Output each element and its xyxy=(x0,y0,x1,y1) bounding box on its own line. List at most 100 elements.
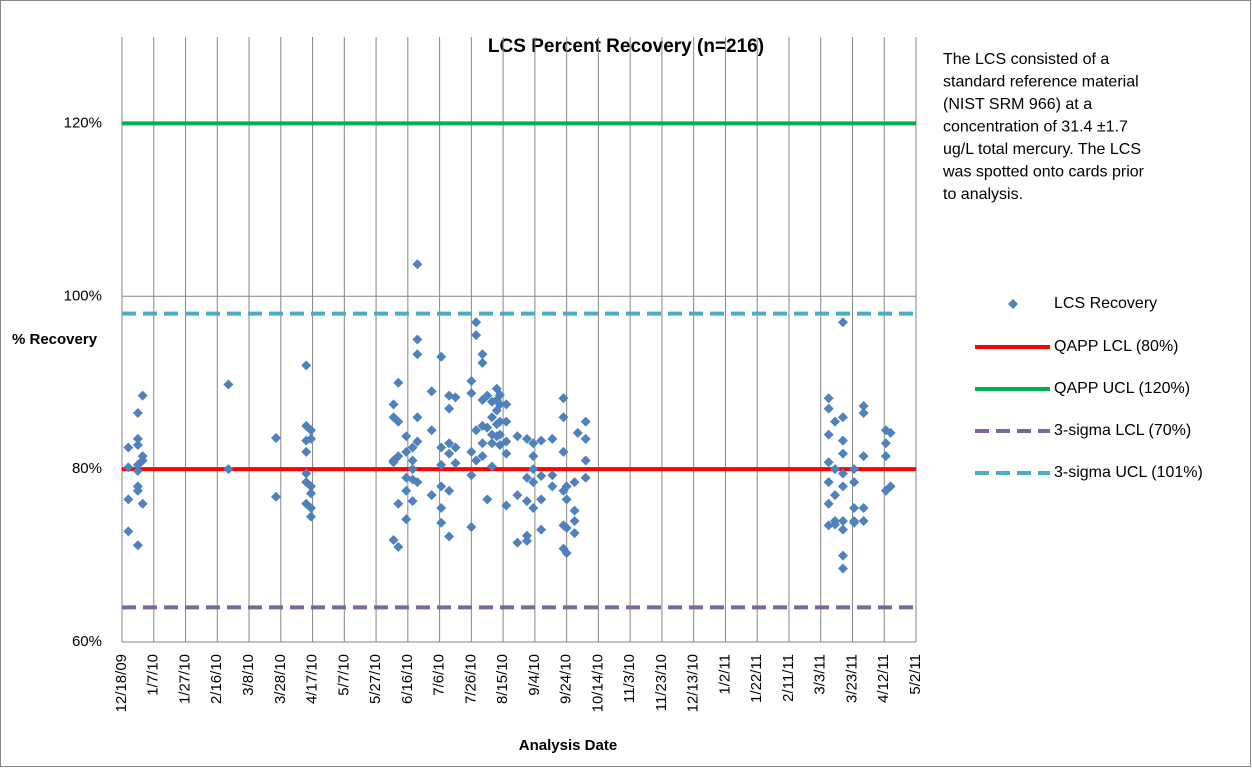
data-point xyxy=(837,550,848,561)
x-tick-label: 10/14/10 xyxy=(589,654,606,712)
data-point xyxy=(471,330,482,341)
x-tick-label: 4/12/11 xyxy=(875,654,892,703)
legend-label: QAPP UCL (120%) xyxy=(1054,380,1190,397)
data-point xyxy=(132,465,143,476)
data-point xyxy=(436,481,447,492)
data-point xyxy=(561,547,572,558)
annotation-text: concentration of 31.4 ±1.7 xyxy=(943,119,1128,136)
chart-title: LCS Percent Recovery (n=216) xyxy=(488,36,764,57)
data-point xyxy=(837,481,848,492)
data-point xyxy=(271,433,282,444)
data-point xyxy=(123,462,134,473)
annotation-text: to analysis. xyxy=(943,186,1023,203)
data-point xyxy=(823,393,834,404)
x-tick-label: 9/24/10 xyxy=(558,654,575,704)
data-point xyxy=(580,416,591,427)
data-point xyxy=(393,541,404,552)
y-tick-label: 80% xyxy=(72,460,102,477)
data-point xyxy=(271,491,282,502)
data-point xyxy=(830,490,841,501)
data-point xyxy=(558,412,569,423)
data-point xyxy=(823,457,834,468)
data-point xyxy=(880,438,891,449)
data-point xyxy=(494,389,505,400)
x-tick-label: 9/4/10 xyxy=(526,654,543,696)
legend-label: 3-sigma LCL (70%) xyxy=(1054,422,1191,439)
data-point xyxy=(558,446,569,457)
x-tick-label: 12/13/10 xyxy=(685,654,702,712)
data-point xyxy=(412,436,423,447)
data-point xyxy=(436,351,447,362)
x-tick-label: 11/3/10 xyxy=(621,654,638,703)
data-point xyxy=(837,412,848,423)
data-point xyxy=(412,477,423,488)
x-tick-label: 5/2/11 xyxy=(907,654,924,695)
data-point xyxy=(388,399,399,410)
data-point xyxy=(858,451,869,462)
data-point xyxy=(444,438,455,449)
x-tick-label: 3/23/11 xyxy=(843,654,860,703)
data-point xyxy=(393,416,404,427)
data-point xyxy=(823,520,834,531)
data-point xyxy=(301,360,312,371)
x-tick-label: 7/26/10 xyxy=(462,654,479,704)
data-point xyxy=(401,446,412,457)
data-point xyxy=(477,357,488,368)
x-tick-label: 5/7/10 xyxy=(335,654,352,696)
data-point xyxy=(305,481,316,492)
data-point xyxy=(444,485,455,496)
data-point xyxy=(521,535,532,546)
data-point xyxy=(487,461,498,472)
data-point xyxy=(123,494,134,505)
data-point xyxy=(494,399,505,410)
data-point xyxy=(528,477,539,488)
y-tick-label: 100% xyxy=(64,287,102,304)
data-point xyxy=(412,259,423,270)
data-point xyxy=(436,459,447,470)
data-point xyxy=(450,442,461,453)
data-point xyxy=(388,535,399,546)
x-axis-label: Analysis Date xyxy=(519,737,617,754)
data-point xyxy=(528,438,539,449)
legend-label: QAPP LCL (80%) xyxy=(1054,338,1179,355)
data-point xyxy=(401,431,412,442)
data-point xyxy=(561,494,572,505)
data-point xyxy=(561,481,572,492)
data-point xyxy=(849,464,860,475)
data-point xyxy=(569,505,580,516)
data-point xyxy=(436,503,447,514)
data-point xyxy=(837,448,848,459)
data-point xyxy=(444,448,455,459)
data-point xyxy=(407,455,418,466)
data-point xyxy=(477,349,488,360)
y-tick-label: 60% xyxy=(72,633,102,650)
data-point xyxy=(393,377,404,388)
x-tick-label: 1/22/11 xyxy=(748,654,765,703)
data-point xyxy=(501,500,512,511)
data-point xyxy=(223,464,234,475)
data-point xyxy=(561,522,572,533)
data-point xyxy=(412,412,423,423)
data-point xyxy=(426,425,437,436)
data-point xyxy=(137,390,148,401)
data-point xyxy=(521,433,532,444)
data-point xyxy=(837,435,848,446)
x-tick-label: 8/15/10 xyxy=(494,654,511,704)
annotation-text: (NIST SRM 966) at a xyxy=(943,96,1092,113)
data-point xyxy=(837,468,848,479)
data-point xyxy=(580,433,591,444)
data-point xyxy=(393,498,404,509)
data-point xyxy=(558,393,569,404)
data-point xyxy=(436,517,447,528)
data-point xyxy=(580,472,591,483)
data-point xyxy=(444,531,455,542)
data-point xyxy=(885,427,896,438)
data-point xyxy=(393,451,404,462)
legend-marker xyxy=(1008,299,1018,309)
x-tick-label: 6/16/10 xyxy=(399,654,416,704)
data-point xyxy=(436,442,447,453)
data-point xyxy=(388,457,399,468)
data-point xyxy=(407,442,418,453)
data-point xyxy=(137,455,148,466)
data-point xyxy=(471,317,482,328)
